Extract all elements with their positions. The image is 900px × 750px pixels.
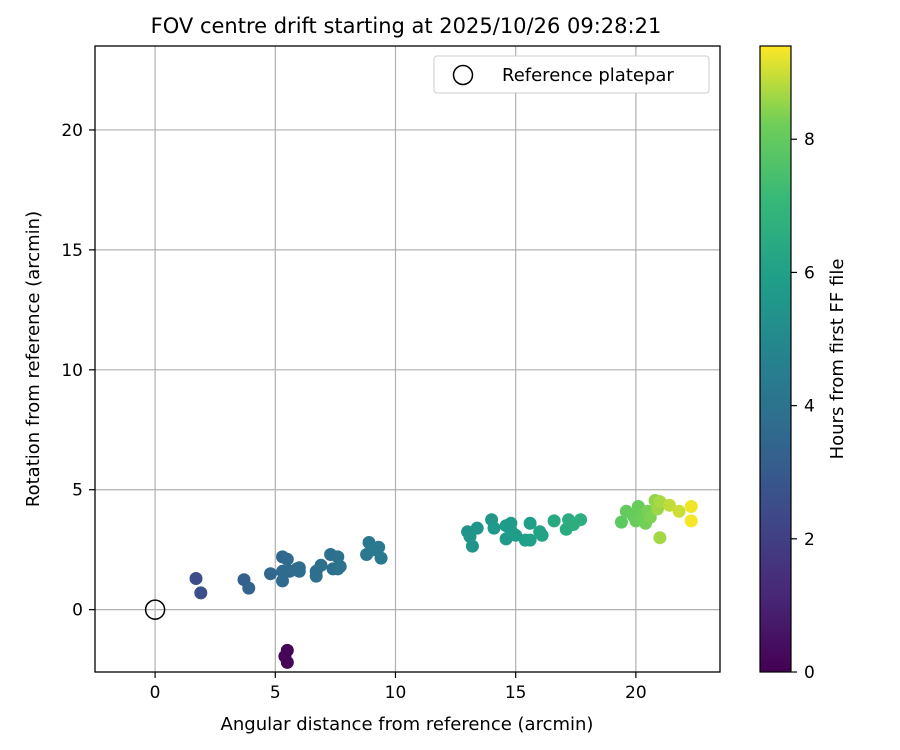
colorbar-gradient: [759, 45, 792, 673]
data-point: [280, 655, 294, 669]
y-axis-label: Rotation from reference (arcmin): [23, 211, 44, 507]
colorbar-ticks: 0 2 4 6 8: [791, 130, 815, 683]
scatter-points: [189, 494, 698, 669]
chart-title: FOV centre drift starting at 2025/10/26 …: [151, 14, 662, 38]
y-tick-label: 20: [61, 121, 83, 141]
data-point: [663, 498, 676, 512]
y-tick-label: 15: [61, 241, 83, 261]
colorbar-tick-label: 8: [804, 130, 815, 150]
data-point: [535, 528, 549, 542]
y-gridlines: [95, 129, 720, 611]
data-point: [470, 521, 484, 535]
data-point: [465, 539, 479, 553]
legend-label: Reference platepar: [502, 65, 674, 86]
data-point: [509, 528, 523, 542]
x-axis-label: Angular distance from reference (arcmin): [221, 714, 594, 735]
data-point: [684, 514, 698, 528]
data-point: [547, 514, 561, 528]
x-tick-label: 15: [505, 683, 527, 703]
data-point: [574, 513, 588, 527]
legend-box: [433, 55, 710, 94]
y-tick-label: 0: [72, 601, 83, 621]
data-point: [372, 540, 386, 554]
plot-frame: [94, 45, 721, 673]
x-tick-label: 0: [150, 683, 161, 703]
x-tick-label: 10: [385, 683, 407, 703]
x-gridlines: [154, 46, 637, 672]
colorbar-tick-label: 4: [804, 397, 815, 417]
data-point: [374, 551, 388, 565]
data-point: [309, 569, 323, 583]
colorbar-label: Hours from first FF file: [827, 259, 848, 460]
x-axis-ticks: 0 5 10 15 20: [150, 672, 647, 703]
y-tick-label: 10: [61, 361, 83, 381]
data-point: [242, 581, 256, 595]
legend: Reference platepar: [433, 55, 710, 94]
data-point: [280, 552, 294, 566]
colorbar-tick-label: 0: [804, 663, 815, 683]
y-axis-ticks: 0 5 10 15 20: [61, 121, 95, 621]
data-point: [314, 558, 328, 572]
legend-marker-icon: [452, 64, 474, 86]
y-tick-label: 5: [72, 481, 83, 501]
data-point: [487, 521, 501, 535]
data-point: [333, 560, 347, 573]
data-point: [189, 572, 203, 585]
x-tick-label: 20: [625, 683, 647, 703]
reference-platepar-marker: [144, 599, 166, 620]
data-point: [292, 561, 306, 575]
data-point: [264, 567, 277, 581]
data-point: [523, 516, 537, 530]
data-point: [276, 574, 289, 588]
data-point: [523, 533, 537, 547]
data-point: [614, 515, 628, 529]
data-point: [194, 586, 208, 600]
data-point: [672, 504, 686, 518]
colorbar-tick-label: 6: [804, 263, 815, 283]
data-point: [684, 500, 698, 513]
colorbar: 0 2 4 6 8 Hours from first FF file: [759, 45, 848, 683]
data-point: [653, 531, 667, 545]
plot-area: [94, 45, 721, 673]
x-tick-label: 5: [270, 683, 281, 703]
plot-background: [95, 46, 720, 672]
colorbar-tick-label: 2: [804, 530, 815, 550]
